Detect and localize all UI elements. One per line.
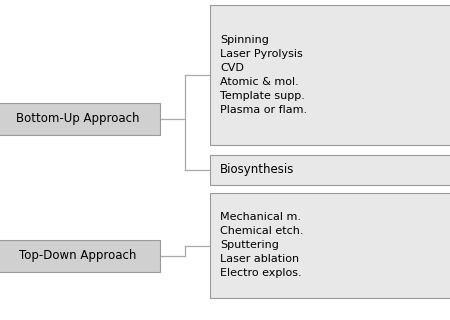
Text: Top-Down Approach: Top-Down Approach — [19, 250, 136, 262]
Text: Mechanical m.
Chemical etch.
Sputtering
Laser ablation
Electro explos.: Mechanical m. Chemical etch. Sputtering … — [220, 212, 303, 278]
FancyBboxPatch shape — [210, 193, 450, 298]
Text: Bottom-Up Approach: Bottom-Up Approach — [16, 113, 139, 125]
Text: Spinning
Laser Pyrolysis
CVD
Atomic & mol.
Template supp.
Plasma or flam.: Spinning Laser Pyrolysis CVD Atomic & mo… — [220, 35, 307, 115]
FancyBboxPatch shape — [210, 5, 450, 145]
FancyBboxPatch shape — [0, 240, 160, 272]
FancyBboxPatch shape — [0, 103, 160, 135]
Text: Biosynthesis: Biosynthesis — [220, 164, 294, 177]
FancyBboxPatch shape — [210, 155, 450, 185]
